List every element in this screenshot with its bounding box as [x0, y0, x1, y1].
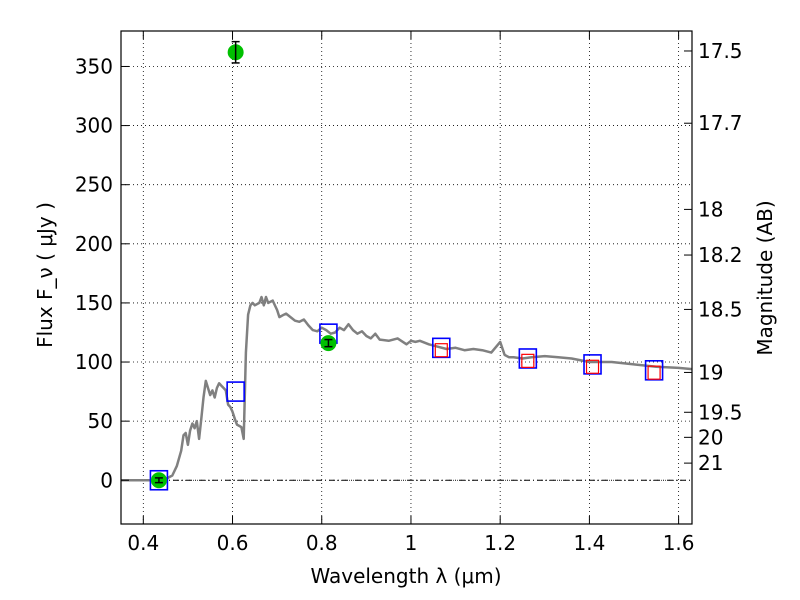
y-axis-title: Flux F_ν ( μJy )	[33, 202, 57, 348]
plot-frame	[120, 30, 693, 525]
model-spectrum-line	[121, 295, 693, 482]
ir-photometry-marker	[647, 365, 661, 380]
x-tick-label: 0.6	[217, 531, 249, 555]
right-axis-title: Magnitude (AB)	[753, 200, 777, 355]
magnitude-tick-label: 18.5	[698, 297, 743, 321]
magnitude-tick-label: 18.2	[698, 243, 743, 267]
magnitude-tick-label: 17.5	[698, 39, 743, 63]
magnitude-tick-label: 21	[698, 451, 723, 475]
x-tick-label: 0.4	[127, 531, 159, 555]
model-photometry-markers	[149, 323, 664, 491]
model-photometry-marker	[149, 469, 169, 491]
y-tick-label: 250	[75, 173, 113, 197]
ir-photometry-marker	[434, 343, 448, 358]
x-tick-labels: 0.4 0.6 0.8 1 1.2 1.4 1.6	[127, 531, 694, 555]
y-tick-label: 300	[75, 114, 113, 138]
model-photometry-marker	[518, 348, 538, 369]
x-tick-label: 0.8	[306, 531, 338, 555]
x-tick-label: 1.4	[573, 531, 605, 555]
model-photometry-marker	[431, 337, 451, 359]
x-tick-label: 1	[405, 531, 418, 555]
y-tick-labels: 0 50 100 150 200 250 300 350	[75, 54, 113, 492]
model-photometry-marker	[644, 360, 664, 381]
x-tick-label: 1.2	[484, 531, 516, 555]
y-tick-label: 350	[75, 54, 113, 78]
model-photometry-marker	[583, 354, 602, 375]
magnitude-tick-label: 19.5	[698, 400, 743, 424]
magnitude-tick-label: 17.7	[698, 111, 743, 135]
magnitude-tick-label: 18	[698, 197, 723, 221]
magnitude-tick-label: 20	[698, 425, 723, 449]
y-tick-label: 50	[88, 409, 113, 433]
y-tick-label: 150	[75, 291, 113, 315]
grid-lines	[121, 31, 692, 524]
y-tick-label: 200	[75, 232, 113, 256]
model-photometry-marker	[226, 381, 245, 402]
observed-points	[150, 40, 337, 489]
ir-photometry-marker	[521, 353, 535, 368]
ir-photometry-markers	[434, 343, 661, 380]
x-axis-title: Wavelength λ (μm)	[310, 564, 501, 588]
y-tick-label: 0	[100, 468, 113, 492]
y-tick-label: 100	[75, 350, 113, 374]
x-tick-label: 1.6	[663, 531, 695, 555]
magnitude-tick-label: 19	[698, 360, 723, 384]
ir-photometry-marker	[585, 359, 600, 374]
axis-ticks	[121, 31, 692, 524]
